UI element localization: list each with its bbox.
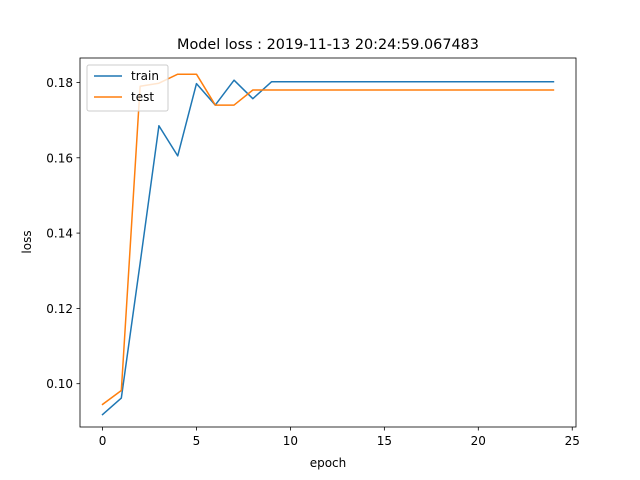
x-tick-label: 5 <box>193 434 201 448</box>
legend-label-train: train <box>131 69 159 83</box>
x-tick-label: 25 <box>565 434 580 448</box>
plot-frame <box>79 57 577 428</box>
chart-title: Model loss : 2019-11-13 20:24:59.067483 <box>177 37 479 53</box>
x-tick-label: 20 <box>471 434 486 448</box>
y-tick-label: 0.10 <box>46 377 73 391</box>
x-tick-label: 0 <box>99 434 107 448</box>
y-tick-label: 0.12 <box>46 302 73 316</box>
y-axis-label: loss <box>20 230 34 253</box>
y-axis-ticks: 0.10 0.12 0.14 0.16 0.18 <box>46 76 80 391</box>
y-tick-label: 0.16 <box>46 151 73 165</box>
y-tick-label: 0.14 <box>46 227 73 241</box>
x-axis-ticks: 0 5 10 15 20 25 <box>99 427 580 448</box>
y-tick-label: 0.18 <box>46 76 73 90</box>
x-tick-label: 15 <box>377 434 392 448</box>
series-line-train <box>101 79 555 416</box>
legend: train test <box>86 64 169 112</box>
x-tick-label: 10 <box>283 434 298 448</box>
legend-label-test: test <box>131 90 154 104</box>
series-layer <box>101 73 555 416</box>
x-axis-label: epoch <box>310 456 347 470</box>
series-line-test <box>101 73 555 406</box>
